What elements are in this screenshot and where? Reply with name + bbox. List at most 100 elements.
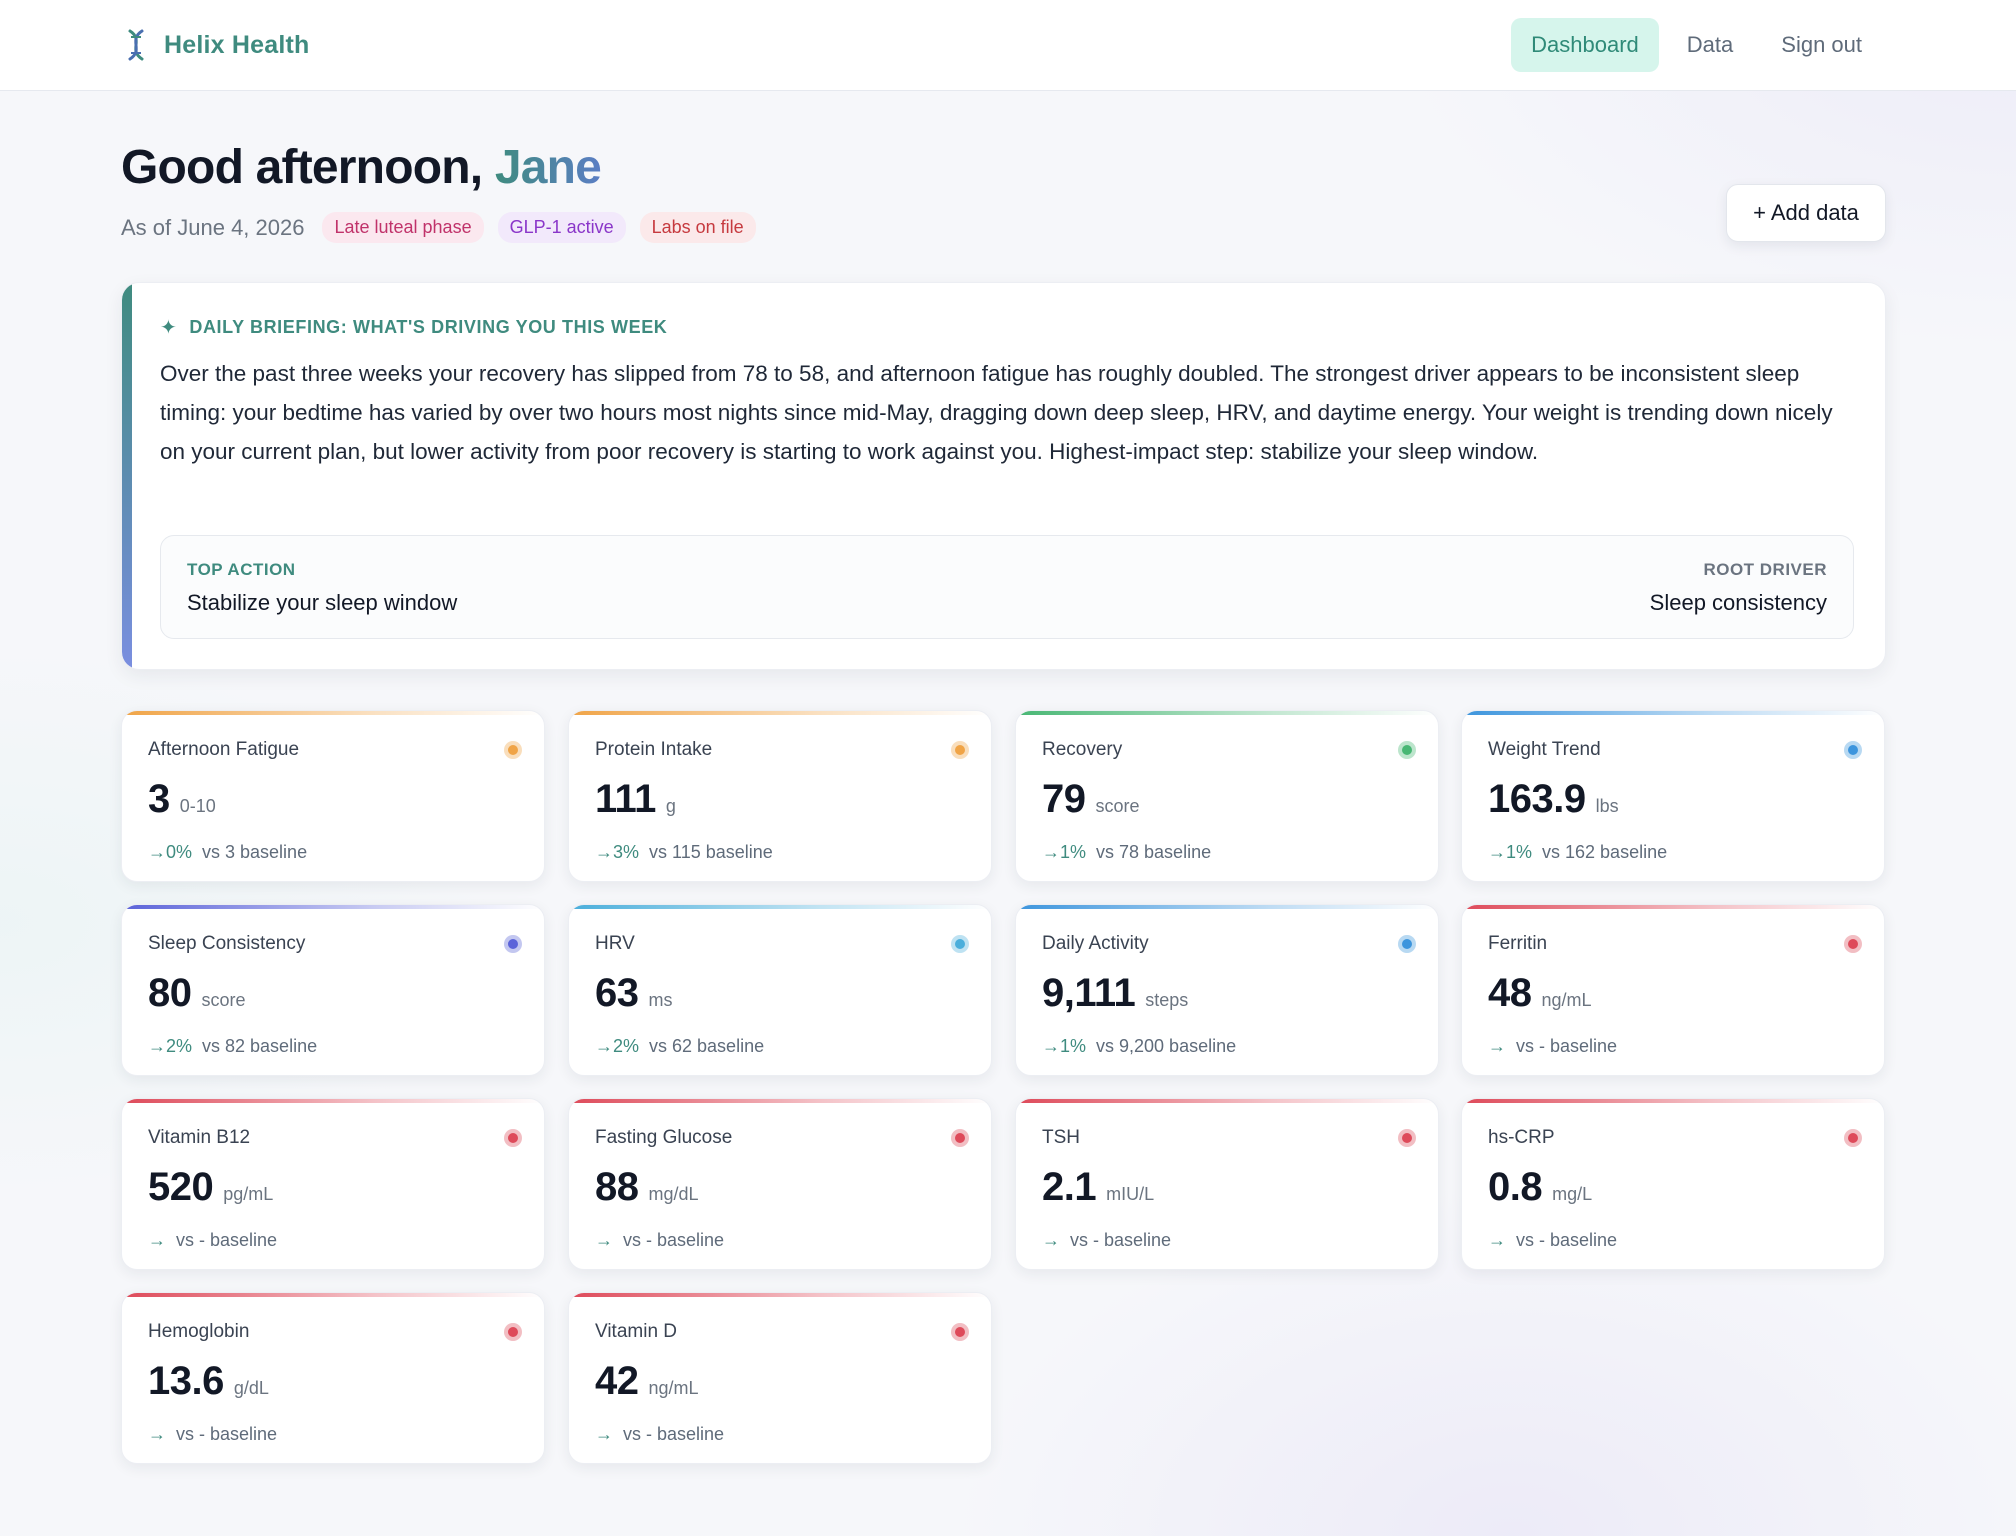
metric-card[interactable]: Protein Intake 111 g →3% vs 115 baseline	[568, 710, 992, 882]
metric-value: 0.8	[1488, 1165, 1543, 1209]
metric-card[interactable]: Ferritin 48 ng/mL → vs - baseline	[1461, 904, 1885, 1076]
metric-card[interactable]: Weight Trend 163.9 lbs →1% vs 162 baseline	[1461, 710, 1885, 882]
brand-name: Helix Health	[164, 30, 310, 59]
metric-value: 163.9	[1488, 777, 1586, 821]
metric-unit: mg/L	[1552, 1184, 1593, 1204]
metric-accent-line	[1462, 1099, 1884, 1103]
metric-unit: 0-10	[179, 796, 216, 816]
metric-value: 111	[595, 777, 656, 821]
metric-accent-line	[122, 905, 544, 909]
metric-card[interactable]: hs-CRP 0.8 mg/L → vs - baseline	[1461, 1098, 1885, 1270]
metric-delta: →2% vs 62 baseline	[595, 1036, 764, 1057]
user-name: Jane	[494, 141, 602, 194]
metric-value-row: 520 pg/mL	[148, 1165, 273, 1210]
trend-arrow-icon: →	[148, 1230, 166, 1250]
metric-change: →2%	[595, 1036, 639, 1057]
metric-accent-line	[569, 1099, 991, 1103]
metric-value-row: 3 0-10	[148, 777, 216, 822]
trend-arrow-icon: →	[595, 842, 613, 862]
metric-accent-line	[1016, 1099, 1438, 1103]
metric-value-row: 2.1 mIU/L	[1042, 1165, 1154, 1210]
status-dot-icon	[1398, 935, 1416, 953]
metric-baseline: vs 3 baseline	[202, 842, 308, 862]
add-data-button[interactable]: + Add data	[1726, 184, 1886, 242]
metric-card[interactable]: Vitamin B12 520 pg/mL → vs - baseline	[121, 1098, 545, 1270]
metric-card[interactable]: Daily Activity 9,111 steps →1% vs 9,200 base…	[1015, 904, 1439, 1076]
metric-baseline: vs - baseline	[1070, 1230, 1172, 1250]
trend-arrow-icon: →	[148, 842, 166, 862]
metric-card[interactable]: Sleep Consistency 80 score →2% vs 82 baselin…	[121, 904, 545, 1076]
metric-delta: →3% vs 115 baseline	[595, 842, 773, 863]
metric-delta: → vs - baseline	[595, 1424, 724, 1445]
nav-dashboard[interactable]: Dashboard	[1511, 18, 1659, 72]
metric-change-percent: 2%	[613, 1036, 640, 1056]
metric-delta: → vs - baseline	[148, 1230, 277, 1251]
nav-sign-out[interactable]: Sign out	[1781, 32, 1862, 57]
metric-value-row: 163.9 lbs	[1488, 777, 1619, 822]
metric-change-percent: 3%	[613, 842, 640, 862]
metric-value: 9,111	[1042, 971, 1136, 1015]
status-dot-icon	[1398, 741, 1416, 759]
status-dot-icon	[1844, 935, 1862, 953]
tag-labs: Labs on file	[639, 212, 756, 243]
brand[interactable]: Helix Health	[122, 28, 310, 62]
metric-unit: g	[665, 796, 676, 816]
metric-change: →	[1042, 1230, 1060, 1251]
metric-change: →2%	[148, 1036, 192, 1057]
metric-change: →3%	[595, 842, 639, 863]
metric-delta: → vs - baseline	[1488, 1230, 1617, 1251]
metric-card[interactable]: Fasting Glucose 88 mg/dL → vs - baseline	[568, 1098, 992, 1270]
top-nav-bar: Helix Health Dashboard Data Sign out	[0, 0, 2016, 91]
nav-data[interactable]: Data	[1686, 32, 1734, 57]
trend-arrow-icon: →	[1042, 1230, 1060, 1250]
metric-card[interactable]: TSH 2.1 mIU/L → vs - baseline	[1015, 1098, 1439, 1270]
metric-card[interactable]: Afternoon Fatigue 3 0-10 →0% vs 3 baseline	[121, 710, 545, 882]
briefing-text: Over the past three weeks your recovery …	[160, 361, 1833, 464]
metric-accent-line	[569, 711, 991, 715]
metric-delta: → vs - baseline	[148, 1424, 277, 1445]
metric-card[interactable]: Recovery 79 score →1% vs 78 baseline	[1015, 710, 1439, 882]
metric-value: 79	[1042, 777, 1086, 821]
status-dot-icon	[951, 1129, 969, 1147]
metric-title: HRV	[595, 933, 635, 954]
briefing-accent-bar	[122, 283, 132, 669]
metric-change: →	[148, 1230, 166, 1251]
metric-change-percent: 2%	[166, 1036, 193, 1056]
metric-title: Ferritin	[1488, 933, 1548, 954]
metric-accent-line	[569, 1293, 991, 1297]
metric-accent-line	[1016, 905, 1438, 909]
status-dot-icon	[951, 935, 969, 953]
metric-card[interactable]: Hemoglobin 13.6 g/dL → vs - baseline	[121, 1292, 545, 1464]
metric-accent-line	[569, 905, 991, 909]
metric-value: 520	[148, 1165, 214, 1209]
metric-baseline: vs - baseline	[176, 1230, 278, 1250]
root-driver-label: ROOT DRIVER	[1703, 560, 1827, 579]
root-driver-value: Sleep consistency	[1649, 590, 1827, 615]
trend-arrow-icon: →	[1488, 1036, 1506, 1056]
trend-arrow-icon: →	[148, 1036, 166, 1056]
metric-card[interactable]: Vitamin D 42 ng/mL → vs - baseline	[568, 1292, 992, 1464]
metric-accent-line	[1462, 711, 1884, 715]
metric-title: Protein Intake	[595, 739, 713, 760]
metric-baseline: vs 62 baseline	[649, 1036, 765, 1056]
metric-value-row: 79 score	[1042, 777, 1140, 822]
metric-change-percent: 1%	[1506, 842, 1533, 862]
metric-value-row: 48 ng/mL	[1488, 971, 1592, 1016]
metric-unit: mg/dL	[648, 1184, 699, 1204]
daily-briefing-card: ✦ DAILY BRIEFING: WHAT'S DRIVING YOU THI…	[121, 282, 1886, 670]
metric-change: →1%	[1042, 842, 1086, 863]
metric-change: →0%	[148, 842, 192, 863]
metric-title: hs-CRP	[1488, 1127, 1555, 1148]
metric-title: Weight Trend	[1488, 739, 1601, 760]
action-summary: TOP ACTION Stabilize your sleep window R…	[160, 535, 1854, 639]
metric-accent-line	[122, 1099, 544, 1103]
metric-title: Afternoon Fatigue	[148, 739, 300, 760]
metric-title: Fasting Glucose	[595, 1127, 733, 1148]
metric-title: Sleep Consistency	[148, 933, 306, 954]
briefing-heading: ✦ DAILY BRIEFING: WHAT'S DRIVING YOU THI…	[160, 315, 667, 340]
metric-unit: ng/mL	[648, 1378, 699, 1398]
metric-change: →1%	[1042, 1036, 1086, 1057]
metric-card[interactable]: HRV 63 ms →2% vs 62 baseline	[568, 904, 992, 1076]
metric-title: Hemoglobin	[148, 1321, 250, 1342]
trend-arrow-icon: →	[595, 1424, 613, 1444]
